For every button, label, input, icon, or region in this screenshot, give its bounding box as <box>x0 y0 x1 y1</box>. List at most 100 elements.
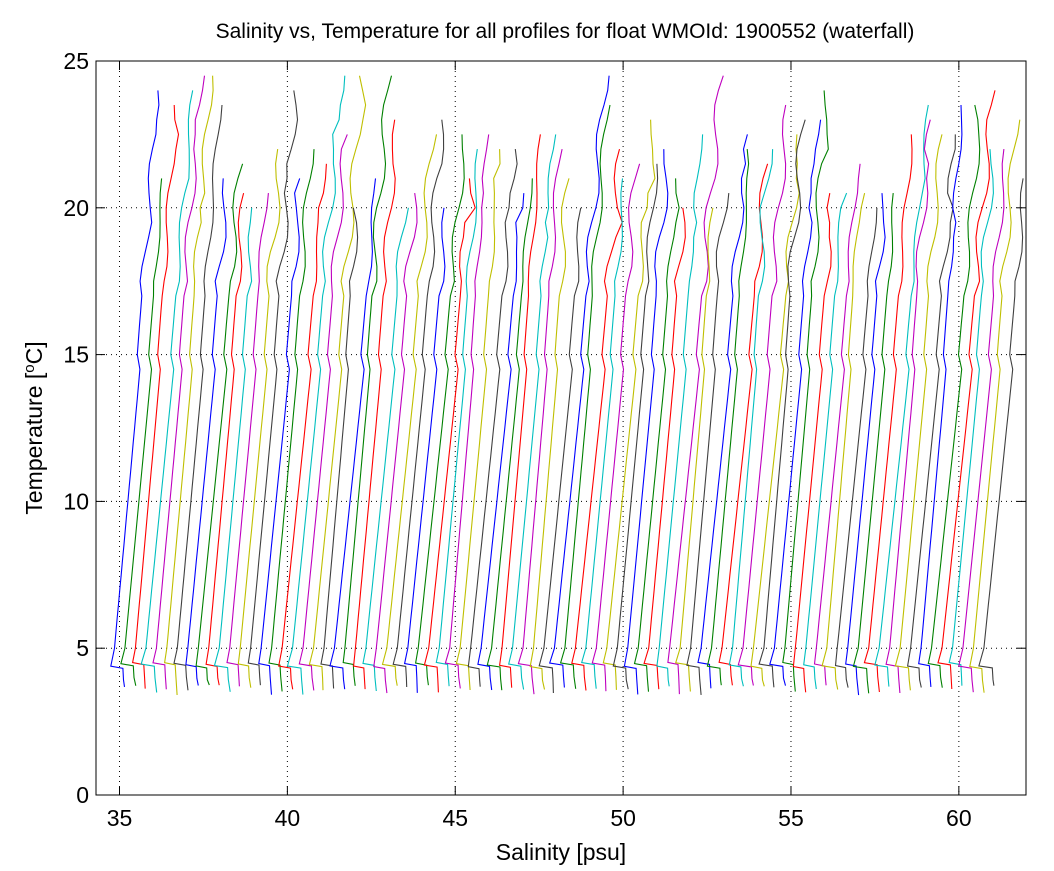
profile-line <box>392 119 445 688</box>
profile-line <box>538 207 582 694</box>
profile-line <box>120 178 163 686</box>
grid-lines <box>96 61 1026 795</box>
profile-line <box>467 149 518 687</box>
profile-line <box>758 119 806 688</box>
profile-line <box>517 148 563 695</box>
profile-line <box>110 90 160 687</box>
profile-line <box>782 90 829 692</box>
profile-line <box>278 163 327 690</box>
profile-line <box>381 134 438 686</box>
profile-line <box>571 148 623 691</box>
profile-line <box>362 207 409 692</box>
profile-line <box>435 149 478 687</box>
profile-line <box>247 90 299 686</box>
profile-line <box>581 178 624 689</box>
profile-line <box>477 193 525 691</box>
profile-line <box>286 75 346 695</box>
profile-line <box>342 75 393 686</box>
profile-line <box>927 104 981 688</box>
profile-line <box>529 178 570 690</box>
profile-line <box>403 207 446 693</box>
profile-line <box>268 149 315 692</box>
x-tick-label: 50 <box>610 805 636 831</box>
profile-line <box>863 134 913 693</box>
profile-line <box>633 178 680 692</box>
profile-line <box>706 149 750 686</box>
profile-line <box>667 75 724 695</box>
profile-line <box>769 119 822 686</box>
profile-line <box>852 193 894 694</box>
profile-series-group <box>110 75 1024 696</box>
profile-line <box>845 193 886 696</box>
profile-line <box>591 163 641 692</box>
profile-line <box>686 193 730 695</box>
profile-line <box>559 104 611 689</box>
plot-frame <box>95 60 1027 796</box>
profile-line <box>373 193 418 694</box>
profile-line <box>602 119 656 690</box>
profile-line <box>656 134 704 687</box>
profile-line <box>937 90 996 690</box>
profile-line <box>486 178 533 691</box>
profile-line <box>226 193 269 687</box>
profile-line <box>195 163 244 686</box>
profile-line <box>205 192 245 686</box>
profile-line <box>643 207 686 690</box>
chart-title: Salinity vs, Temperature for all profile… <box>216 20 915 43</box>
profile-line <box>455 149 501 691</box>
y-tick-label: 15 <box>63 342 89 368</box>
y-tick-label: 5 <box>76 635 89 661</box>
profile-line <box>803 192 848 690</box>
x-tick-label: 35 <box>107 805 133 831</box>
profile-line <box>834 207 878 688</box>
profile-line <box>792 193 832 693</box>
profile-line <box>948 149 994 686</box>
profile-line <box>152 75 206 690</box>
profile-line <box>498 134 541 688</box>
profile-line <box>821 192 866 690</box>
profile-line <box>548 75 610 688</box>
y-tick-label: 10 <box>63 488 89 514</box>
profile-line <box>918 104 963 687</box>
y-tick-label: 0 <box>76 782 89 808</box>
x-tick-label: 60 <box>946 805 972 831</box>
profile-line <box>237 149 281 688</box>
profile-line <box>163 75 214 696</box>
profile-line <box>508 134 557 690</box>
profile-line <box>737 104 787 686</box>
profile-line <box>697 134 748 689</box>
profile-line <box>353 119 396 690</box>
x-tick-label: 45 <box>442 805 468 831</box>
y-tick-label: 20 <box>63 195 89 221</box>
profile-line <box>718 163 769 686</box>
x-tick-label: 55 <box>778 805 804 831</box>
profile-line <box>874 104 929 687</box>
y-tick-label: 25 <box>63 48 89 74</box>
x-tick-label: 40 <box>275 805 301 831</box>
y-axis-label-superscript: o <box>21 364 38 372</box>
profile-line <box>958 149 1005 693</box>
y-axis-label-unit: C] <box>21 341 47 364</box>
y-axis-label-main: Temperature [ <box>21 372 47 515</box>
profile-line <box>258 178 301 695</box>
axis-ticks: 35 40 45 50 55 60 0 5 10 15 20 25 <box>63 48 1026 831</box>
profile-line <box>623 149 669 695</box>
profile-line <box>612 163 659 690</box>
profile-line <box>978 178 1024 686</box>
profile-line <box>173 104 223 691</box>
profile-line <box>969 119 1021 693</box>
profile-line <box>894 134 943 691</box>
profile-line <box>885 119 931 694</box>
profile-line <box>320 207 359 689</box>
profile-line <box>728 149 774 687</box>
profile-line <box>674 207 714 692</box>
profile-line <box>131 104 180 689</box>
profile-line <box>308 75 367 691</box>
profile-line <box>444 134 490 689</box>
profile-line <box>906 134 956 688</box>
x-axis-label: Salinity [psu] <box>496 839 626 865</box>
profile-line <box>213 207 253 692</box>
profile-line <box>750 134 800 687</box>
profile-line <box>423 178 476 693</box>
